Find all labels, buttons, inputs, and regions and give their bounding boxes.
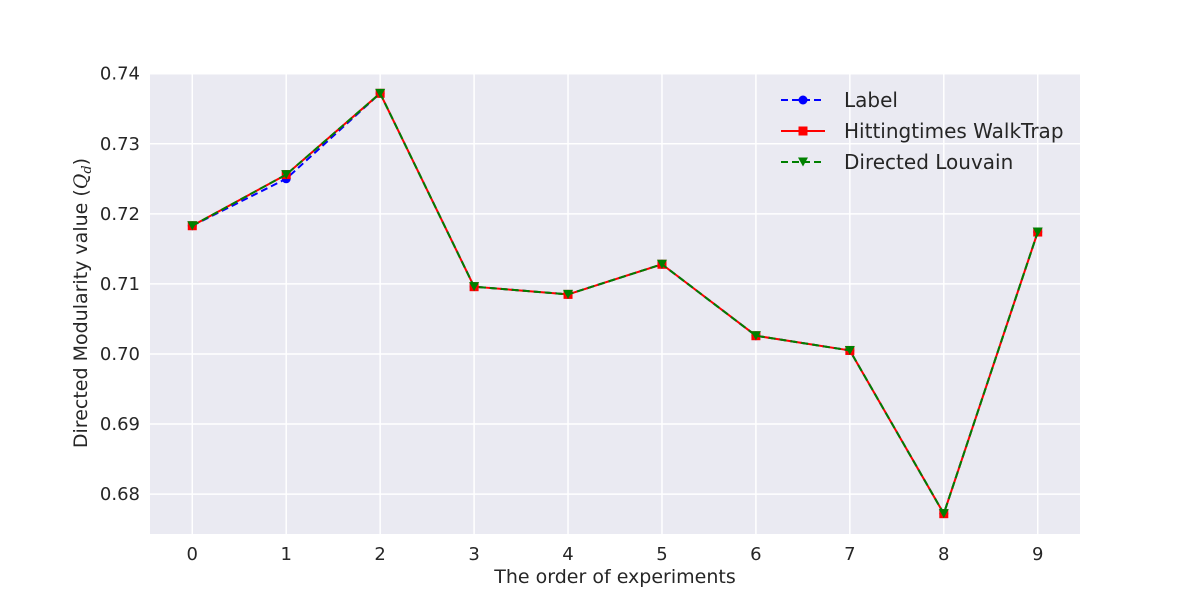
x-tick-label: 3 [468,544,479,565]
legend-item-label: Label [781,88,898,112]
legend-label-louvain: Directed Louvain [844,150,1013,174]
y-tick-label: 0.72 [100,204,140,225]
x-tick-label: 8 [938,544,949,565]
y-tick-label: 0.73 [100,134,140,155]
legend-item-louvain: Directed Louvain [781,150,1013,174]
data-point [938,509,949,519]
data-point [375,88,386,98]
data-point [281,170,292,180]
data-point [469,282,480,292]
y-tick-label: 0.68 [100,484,140,505]
y-tick-labels: 0.68 0.69 0.70 0.71 0.72 0.73 0.74 [100,64,140,505]
series-layer [187,88,1043,519]
data-point [844,345,855,355]
y-tick-label: 0.69 [100,414,140,435]
data-point [1032,227,1043,237]
grid-lines [150,72,1080,534]
data-point [563,289,574,299]
data-point [656,259,667,269]
series-2 [187,88,1043,519]
x-tick-label: 2 [374,544,385,565]
x-axis-label: The order of experiments [493,566,735,588]
legend-marker-circle [798,95,808,105]
plot-background [150,73,1080,534]
legend-label-hittingtimes: Hittingtimes WalkTrap [844,119,1064,143]
y-tick-label: 0.71 [100,274,140,295]
series-line [191,92,1039,515]
x-tick-label: 5 [656,544,667,565]
legend-marker-square [798,126,808,136]
legend: Label Hittingtimes WalkTrap Directed Lou… [781,88,1064,174]
x-tick-label: 9 [1032,544,1043,565]
legend-label-label: Label [844,88,898,112]
x-tick-label: 0 [187,544,198,565]
legend-marker-triangle [798,157,808,167]
x-tick-label: 1 [280,544,291,565]
x-tick-label: 4 [562,544,573,565]
x-tick-labels: 0 1 2 3 4 5 6 7 8 9 [187,544,1044,565]
data-point [750,331,761,341]
data-point [187,221,198,231]
legend-item-hittingtimes: Hittingtimes WalkTrap [781,119,1064,143]
y-tick-label: 0.70 [100,344,140,365]
x-tick-label: 6 [750,544,761,565]
y-tick-label: 0.74 [100,64,140,85]
y-axis-label: Directed Modularity value (Qd) [70,158,95,448]
x-tick-label: 7 [844,544,855,565]
